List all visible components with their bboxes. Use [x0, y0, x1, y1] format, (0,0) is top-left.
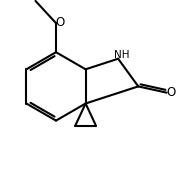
- Text: O: O: [167, 86, 176, 99]
- Text: O: O: [56, 16, 65, 29]
- Text: NH: NH: [114, 51, 130, 60]
